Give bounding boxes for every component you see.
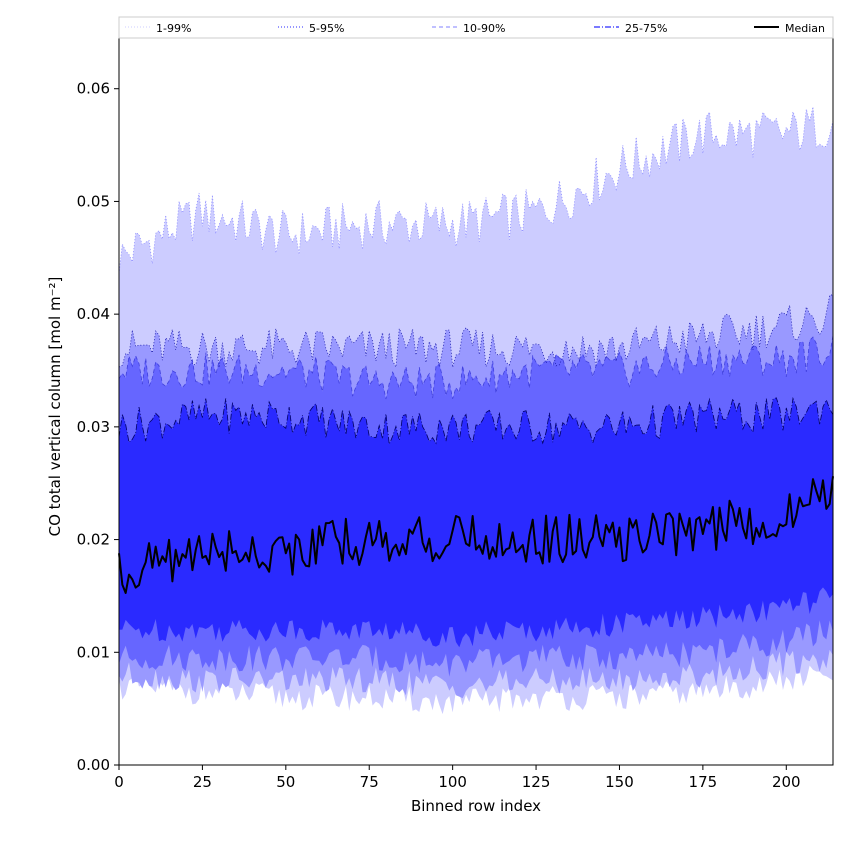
- x-tick-label: 50: [276, 773, 295, 791]
- x-tick-label: 25: [193, 773, 212, 791]
- y-tick-label: 0.01: [77, 643, 110, 661]
- legend-label: 5-95%: [309, 22, 344, 35]
- x-tick-label: 0: [114, 773, 124, 791]
- legend-label: Median: [785, 22, 825, 35]
- legend-label: 10-90%: [463, 22, 505, 35]
- legend-label: 25-75%: [625, 22, 667, 35]
- y-tick-label: 0.02: [77, 531, 110, 549]
- band-upper-line-25-75%: [118, 396, 834, 446]
- median-line: [118, 476, 834, 594]
- x-tick-label: 100: [438, 773, 467, 791]
- y-axis-label: CO total vertical column [mol m⁻²]: [46, 277, 64, 537]
- y-tick-label: 0.06: [77, 80, 110, 98]
- legend-label: 1-99%: [156, 22, 191, 35]
- percentile-bands: [119, 106, 833, 715]
- y-axis-ticks: 0.00 0.01 0.02 0.03 0.04 0.05 0.06: [77, 80, 119, 774]
- x-tick-label: 150: [605, 773, 634, 791]
- x-axis-label: Binned row index: [411, 797, 541, 815]
- y-tick-label: 0.05: [77, 192, 110, 210]
- band-25-75%: [119, 397, 833, 648]
- percentile-band-lines: [118, 106, 834, 446]
- legend: 1-99% 5-95% 10-90% 25-75% Median: [118, 16, 834, 39]
- band-upper-line-10-90%: [118, 335, 834, 400]
- x-tick-label: 125: [522, 773, 551, 791]
- x-tick-label: 200: [772, 773, 801, 791]
- y-tick-label: 0.04: [77, 305, 110, 323]
- y-tick-label: 0.00: [77, 756, 110, 774]
- band-upper-line-5-95%: [118, 294, 834, 369]
- y-tick-label: 0.03: [77, 418, 110, 436]
- x-axis-ticks: 0 25 50 75 100 125 150 175 200: [114, 765, 801, 791]
- median-line-group: [118, 476, 834, 594]
- x-tick-label: 175: [689, 773, 718, 791]
- legend-box: [118, 16, 834, 39]
- x-tick-label: 75: [360, 773, 379, 791]
